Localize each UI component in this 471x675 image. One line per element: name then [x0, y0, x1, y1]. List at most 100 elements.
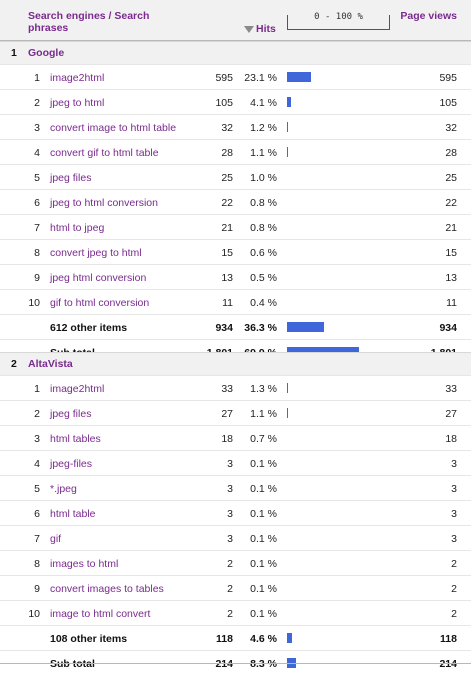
row-percent: 1.0 % [250, 172, 277, 184]
row-hits: 934 [215, 322, 233, 334]
row-rank: 9 [34, 583, 40, 595]
sort-desc-icon [244, 26, 254, 33]
row-page-views: 934 [439, 322, 457, 334]
row-hits: 2 [227, 583, 233, 595]
row-percent: 0.1 % [250, 533, 277, 545]
table-row: 6 jpeg to html conversion 22 0.8 % 22 [0, 189, 471, 214]
phrase-link[interactable]: image2html [50, 72, 105, 84]
phrase-link[interactable]: image2html [50, 383, 105, 395]
other-items-row: 612 other items 934 36.3 % 934 [0, 314, 471, 339]
row-rank: 7 [34, 222, 40, 234]
row-percent: 4.6 % [250, 633, 277, 645]
row-rank: 8 [34, 558, 40, 570]
row-page-views: 2 [451, 608, 457, 620]
row-hits: 28 [221, 147, 233, 159]
phrase-link[interactable]: convert jpeg to html [50, 247, 142, 259]
row-label: 612 other items [50, 322, 128, 334]
phrase-link[interactable]: jpeg to html conversion [50, 197, 158, 209]
phrase-link[interactable]: html tables [50, 433, 101, 445]
row-page-views: 28 [445, 147, 457, 159]
phrase-link[interactable]: jpeg files [50, 408, 92, 420]
table-row: 3 html tables 18 0.7 % 18 [0, 425, 471, 450]
table-row: 2 jpeg to html 105 4.1 % 105 [0, 89, 471, 114]
phrase-link[interactable]: convert image to html table [50, 122, 177, 134]
percent-bar [287, 383, 288, 393]
row-page-views: 105 [439, 97, 457, 109]
row-percent: 0.8 % [250, 197, 277, 209]
column-hits-label: Hits [256, 23, 276, 35]
table-row: 2 jpeg files 27 1.1 % 27 [0, 400, 471, 425]
phrase-link[interactable]: jpeg html conversion [50, 272, 147, 284]
row-page-views: 27 [445, 408, 457, 420]
phrase-link[interactable]: gif [50, 533, 62, 545]
row-rank: 4 [34, 147, 40, 159]
phrase-link[interactable]: convert images to tables [50, 583, 164, 595]
percent-bar [287, 633, 292, 643]
engine-name-link[interactable]: Google [28, 47, 65, 59]
row-hits: 18 [221, 433, 233, 445]
phrase-link[interactable]: jpeg files [50, 172, 92, 184]
column-search-phrases[interactable]: Search engines / Search phrases [28, 10, 150, 34]
row-rank: 6 [34, 197, 40, 209]
row-rank: 5 [34, 172, 40, 184]
row-rank: 2 [34, 97, 40, 109]
row-hits: 2 [227, 558, 233, 570]
row-percent: 0.8 % [250, 222, 277, 234]
engine-name-link[interactable]: AltaVista [28, 358, 73, 370]
phrase-link[interactable]: images to html [50, 558, 119, 570]
row-page-views: 214 [439, 658, 457, 670]
row-page-views: 2 [451, 583, 457, 595]
row-rank: 3 [34, 122, 40, 134]
row-hits: 25 [221, 172, 233, 184]
row-hits: 3 [227, 508, 233, 520]
row-hits: 3 [227, 533, 233, 545]
phrase-link[interactable]: html to jpeg [50, 222, 105, 234]
row-hits: 15 [221, 247, 233, 259]
column-hits[interactable]: Hits [244, 23, 276, 35]
phrase-link[interactable]: *.jpeg [50, 483, 77, 495]
table-row: 9 jpeg html conversion 13 0.5 % 13 [0, 264, 471, 289]
table-bottom-border [0, 663, 471, 664]
row-hits: 2 [227, 608, 233, 620]
row-rank: 7 [34, 533, 40, 545]
table-row: 6 html table 3 0.1 % 3 [0, 500, 471, 525]
row-percent: 0.5 % [250, 272, 277, 284]
row-rank: 8 [34, 247, 40, 259]
phrase-link[interactable]: image to html convert [50, 608, 151, 620]
row-percent: 0.7 % [250, 433, 277, 445]
row-percent: 1.3 % [250, 383, 277, 395]
phrase-link[interactable]: jpeg to html [50, 97, 105, 109]
row-hits: 105 [215, 97, 233, 109]
table-row: 3 convert image to html table 32 1.2 % 32 [0, 114, 471, 139]
table-row: 8 convert jpeg to html 15 0.6 % 15 [0, 239, 471, 264]
row-percent: 0.1 % [250, 608, 277, 620]
row-percent: 1.1 % [250, 147, 277, 159]
row-percent: 0.1 % [250, 458, 277, 470]
row-hits: 33 [221, 383, 233, 395]
column-page-views[interactable]: Page views [400, 10, 457, 22]
row-page-views: 32 [445, 122, 457, 134]
table-header: Search engines / Search phrases Hits 0 -… [0, 0, 471, 41]
row-rank: 3 [34, 433, 40, 445]
row-rank: 1 [34, 72, 40, 84]
percent-bar [287, 72, 311, 82]
phrase-link[interactable]: html table [50, 508, 96, 520]
row-percent: 4.1 % [250, 97, 277, 109]
row-hits: 3 [227, 483, 233, 495]
row-rank: 9 [34, 272, 40, 284]
table-row: 1 image2html 595 23.1 % 595 [0, 64, 471, 89]
engine-group-header: 1 Google [0, 41, 471, 64]
phrase-link[interactable]: convert gif to html table [50, 147, 159, 159]
phrase-link[interactable]: gif to html conversion [50, 297, 150, 309]
row-page-views: 2 [451, 558, 457, 570]
row-percent: 0.4 % [250, 297, 277, 309]
table-row: 4 jpeg-files 3 0.1 % 3 [0, 450, 471, 475]
row-hits: 595 [215, 72, 233, 84]
percent-bar [287, 122, 288, 132]
row-percent: 36.3 % [244, 322, 277, 334]
row-rank: 6 [34, 508, 40, 520]
phrase-link[interactable]: jpeg-files [50, 458, 93, 470]
row-page-views: 3 [451, 533, 457, 545]
row-page-views: 3 [451, 458, 457, 470]
row-page-views: 595 [439, 72, 457, 84]
